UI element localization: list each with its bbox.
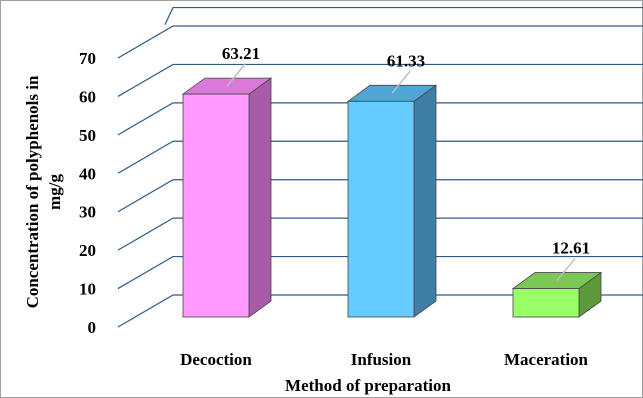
data-label-leader	[226, 63, 246, 87]
bar-decoction: 63.21	[181, 44, 273, 318]
y-tick-label: 60	[79, 87, 96, 106]
category-label: Maceration	[504, 350, 589, 369]
y-axis-title-line2: mg/g	[45, 174, 64, 210]
bar-infusion: 61.33	[346, 51, 438, 318]
gridline	[117, 140, 643, 174]
y-tick-label: 50	[79, 126, 96, 145]
gridline	[117, 217, 643, 251]
gridline	[117, 179, 643, 213]
category-label: Decoction	[180, 350, 252, 369]
gridline	[117, 255, 643, 290]
bar-front	[512, 288, 580, 318]
bar-front	[182, 93, 250, 318]
bar-front	[347, 100, 415, 318]
gridline	[117, 102, 643, 136]
gridline	[117, 63, 643, 97]
bar-maceration: 12.61	[511, 239, 603, 318]
y-tick-label: 30	[79, 203, 96, 222]
y-tick-labels: 0 10 20 30 40 50 60 70	[79, 49, 96, 337]
bars: 63.21 61.33 12.61	[181, 44, 603, 318]
y-tick-label: 40	[79, 164, 96, 183]
gridlines	[117, 6, 643, 328]
y-tick-label: 10	[79, 280, 96, 299]
data-label: 61.33	[387, 51, 425, 70]
data-label-leader	[556, 258, 576, 282]
data-label-leader	[391, 70, 411, 94]
category-label: Infusion	[351, 350, 412, 369]
data-label: 63.21	[222, 44, 260, 63]
y-tick-label: 0	[88, 318, 97, 337]
category-labels: Decoction Infusion Maceration	[180, 350, 588, 369]
gridline	[117, 294, 643, 328]
gridline-top	[164, 6, 643, 25]
bar-side	[248, 77, 272, 318]
data-label: 12.61	[552, 239, 590, 258]
x-axis-title: Method of preparation	[285, 376, 451, 395]
y-tick-label: 70	[79, 49, 96, 68]
gridline	[117, 25, 643, 59]
y-axis-title-line1: Concentration of polyphenols in	[23, 75, 42, 308]
y-tick-label: 20	[79, 241, 96, 260]
y-axis-title: Concentration of polyphenols in mg/g	[23, 75, 64, 308]
bar-side	[413, 84, 437, 318]
